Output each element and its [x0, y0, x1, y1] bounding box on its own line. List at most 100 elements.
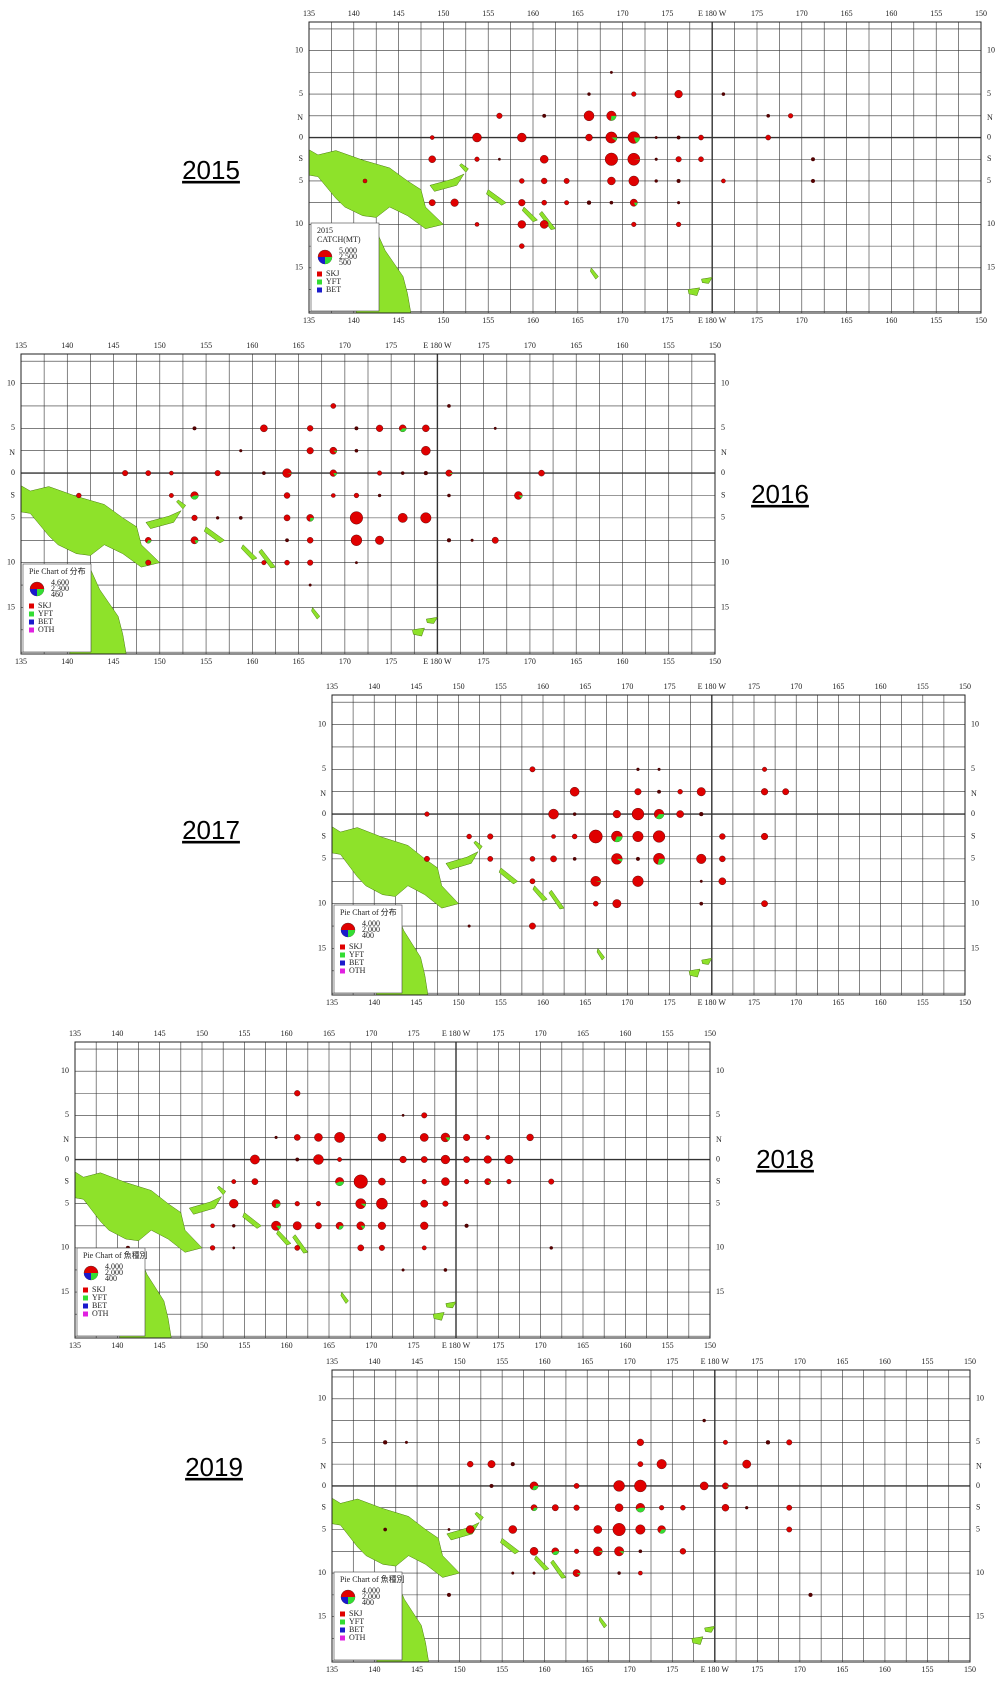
catch-pie: [422, 425, 429, 432]
catch-pie: [574, 1505, 580, 1511]
lon-label-top: 165: [570, 341, 582, 350]
lon-label-bottom: 155: [200, 657, 212, 666]
catch-pie: [293, 1222, 301, 1230]
legend-species: OTH: [349, 966, 366, 975]
catch-pie: [613, 899, 621, 907]
catch-pie: [676, 156, 682, 162]
lat-label-left: 10: [295, 45, 303, 54]
catch-pie: [467, 1461, 473, 1467]
catch-pie: [655, 158, 658, 161]
catch-pie: [788, 113, 793, 118]
legend-title: Pie Chart of 分布: [340, 907, 397, 917]
catch-pie: [383, 1440, 387, 1444]
lon-label-top: 150: [959, 682, 971, 691]
catch-pie: [378, 494, 381, 497]
lon-label-top: 135: [15, 341, 27, 350]
catch-pie: [498, 158, 500, 160]
lon-label-top: 160: [281, 1029, 293, 1038]
catch-pie: [594, 1525, 602, 1533]
lon-label-bottom: 160: [875, 998, 887, 1007]
catch-pie: [633, 876, 644, 887]
catch-pie: [401, 472, 404, 475]
catch-pie: [465, 1224, 469, 1228]
catch-pie: [429, 156, 436, 163]
lat-label-left: 15: [318, 1612, 326, 1621]
legend-swatch: [83, 1296, 88, 1301]
catch-pie: [192, 515, 198, 521]
catch-pie: [675, 90, 683, 98]
catch-pie: [424, 856, 429, 861]
catch-pie: [698, 157, 703, 162]
catch-pie: [447, 404, 450, 407]
lat-label-left: 15: [7, 602, 15, 611]
lat-label-right: 0: [976, 1481, 980, 1490]
catch-pie: [530, 767, 535, 772]
catch-pie: [719, 878, 726, 885]
lon-label-top: 150: [454, 1357, 466, 1366]
lat-label-right: 0: [987, 132, 991, 141]
legend-swatch: [83, 1288, 88, 1293]
lon-label-top: 170: [624, 1357, 636, 1366]
lon-label-top: 175: [385, 341, 397, 350]
catch-pie: [420, 1133, 428, 1141]
catch-pie: [743, 1460, 751, 1468]
catch-pie: [331, 493, 335, 497]
lat-label-left: 10: [318, 719, 326, 728]
catch-pie: [677, 811, 684, 818]
catch-pie: [614, 1480, 625, 1491]
catch-pie: [631, 222, 636, 227]
catch-pie: [262, 560, 267, 565]
lon-label-top: E 180 W: [442, 1029, 471, 1038]
catch-pie: [375, 536, 384, 545]
lat-label-left: 10: [295, 219, 303, 228]
catch-pie: [229, 1199, 238, 1208]
catch-pie: [354, 1175, 368, 1189]
lon-label-bottom: 165: [323, 1341, 335, 1350]
catch-pie: [484, 1156, 492, 1164]
catch-pie: [517, 133, 526, 142]
lat-label-left: S: [65, 1176, 69, 1185]
lon-label-top: 145: [410, 682, 422, 691]
catch-pie: [766, 135, 771, 140]
lon-label-bottom: 175: [748, 998, 760, 1007]
catch-pie: [497, 113, 503, 119]
lon-label-bottom: 155: [930, 316, 942, 325]
legend-title: Pie Chart of 魚種別: [83, 1250, 148, 1260]
lon-label-top: 160: [619, 1029, 631, 1038]
legend-swatch: [317, 280, 322, 285]
legend-swatch: [340, 1636, 345, 1641]
catch-pie: [351, 535, 362, 546]
catch-pie: [655, 136, 658, 139]
catch-pie: [587, 201, 591, 205]
lat-label-right: 5: [971, 854, 975, 863]
map-area: [0, 354, 715, 661]
catch-pie: [378, 1133, 386, 1141]
lon-label-bottom: 150: [454, 1665, 466, 1674]
lon-label-bottom: 150: [154, 657, 166, 666]
lon-label-bottom: E 180 W: [423, 657, 452, 666]
catch-pie: [420, 1222, 428, 1230]
lon-label-bottom: 145: [411, 1665, 423, 1674]
catch-pie: [610, 201, 613, 204]
catch-pie: [421, 1156, 427, 1162]
lon-label-bottom: 165: [836, 1665, 848, 1674]
lon-label-top: 170: [794, 1357, 806, 1366]
lon-label-top: 175: [478, 341, 490, 350]
catch-pie: [767, 114, 770, 117]
lon-label-top: 165: [841, 9, 853, 18]
catch-pie: [443, 1201, 449, 1207]
catch-pie: [719, 834, 725, 840]
catch-pie: [402, 1269, 405, 1272]
catch-pie: [787, 1527, 792, 1532]
lon-label-bottom: 165: [572, 316, 584, 325]
legend-species: OTH: [92, 1309, 109, 1318]
lat-label-left: 5: [322, 1524, 326, 1533]
catch-pie: [613, 810, 621, 818]
catch-pie: [466, 1525, 474, 1533]
catch-pie: [699, 812, 703, 816]
catch-pie: [285, 539, 288, 542]
lon-label-bottom: E 180 W: [701, 1665, 730, 1674]
lat-label-right: 5: [976, 1437, 980, 1446]
catch-pie: [315, 1223, 321, 1229]
catch-pie: [629, 176, 639, 186]
